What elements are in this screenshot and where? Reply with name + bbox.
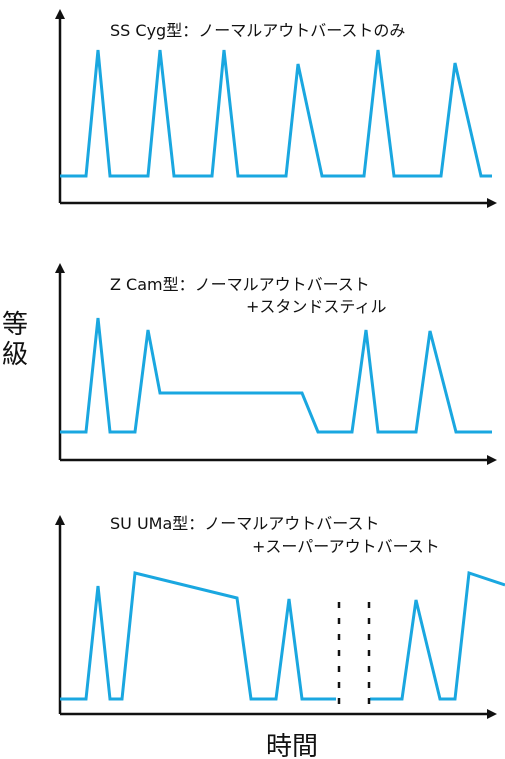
panel1-title: SS Cyg型：ノーマルアウトバーストのみ: [110, 21, 405, 40]
panel2-light-curve: [60, 317, 492, 434]
panel3-light-curve-part1: [60, 571, 336, 701]
panel2-title-line2: +スタンドスティル: [246, 297, 386, 316]
x-axis-label: 時間: [266, 732, 318, 759]
panel1-light-curve: [60, 49, 492, 178]
panel-su-uma: SU UMa型：ノーマルアウトバースト +スーパーアウトバースト: [55, 514, 505, 719]
panel-ss-cyg: SS Cyg型：ノーマルアウトバーストのみ: [55, 9, 497, 208]
panel2-title-line1: Z Cam型：ノーマルアウトバースト: [110, 275, 370, 294]
panel3-title-line2: +スーパーアウトバースト: [252, 537, 440, 556]
y-axis-label-top: 等: [2, 310, 28, 340]
panel-z-cam: Z Cam型：ノーマルアウトバースト +スタンドスティル: [55, 263, 497, 465]
y-axis-label-bottom: 級: [2, 340, 28, 370]
panel3-title-line1: SU UMa型：ノーマルアウトバースト: [110, 514, 379, 533]
panel3-light-curve-part2: [370, 570, 505, 701]
